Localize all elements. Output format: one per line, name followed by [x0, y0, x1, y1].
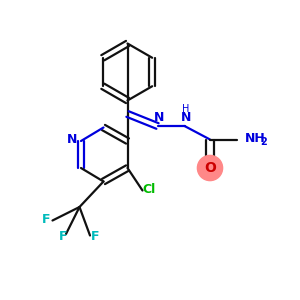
- Text: H: H: [182, 104, 190, 115]
- Text: N: N: [154, 111, 164, 124]
- Text: N: N: [181, 111, 191, 124]
- Text: NH: NH: [244, 132, 265, 145]
- Text: F: F: [59, 230, 67, 244]
- Text: O: O: [204, 161, 216, 175]
- Text: N: N: [67, 133, 77, 146]
- Circle shape: [197, 155, 223, 181]
- Text: 2: 2: [260, 137, 267, 147]
- Text: Cl: Cl: [143, 183, 156, 196]
- Text: F: F: [42, 213, 50, 226]
- Text: F: F: [91, 230, 100, 244]
